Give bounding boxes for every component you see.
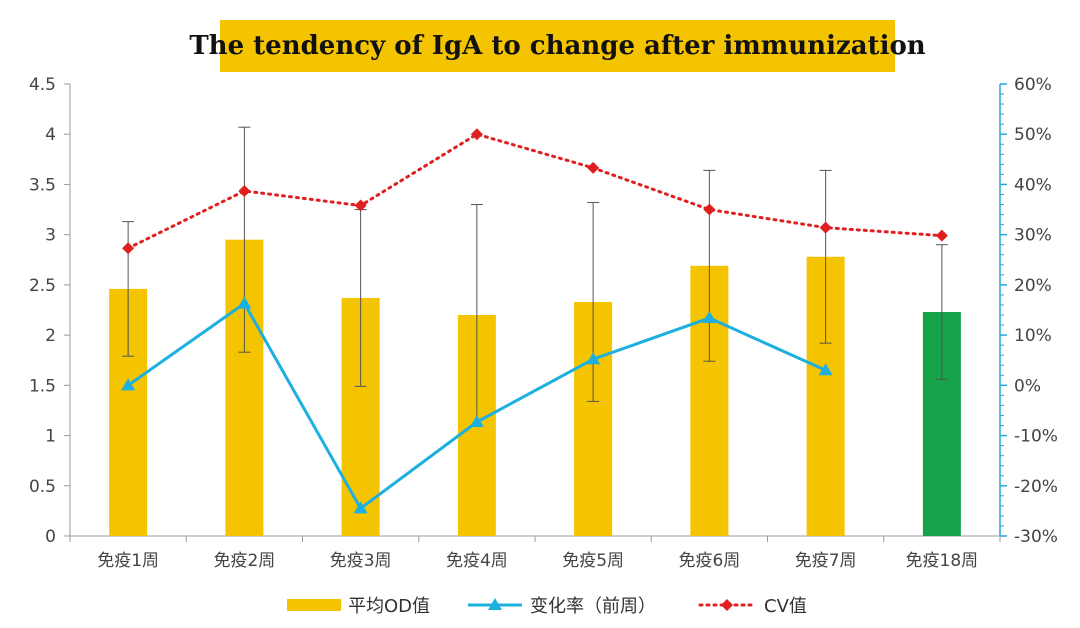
cv-point — [587, 161, 600, 174]
right-axis-tick-label: 0% — [1014, 376, 1041, 396]
right-axis-tick-label: 60% — [1014, 75, 1052, 95]
left-axis-tick-label: 4 — [45, 125, 56, 145]
x-axis-tick-label: 免疫6周 — [678, 551, 740, 571]
cv-point — [470, 128, 483, 141]
left-axis-tick-label: 1 — [45, 427, 56, 447]
right-axis-tick-label: -20% — [1014, 477, 1058, 497]
left-axis-tick-label: 3 — [45, 226, 56, 246]
x-axis-tick-label: 免疫7周 — [795, 551, 857, 571]
left-axis-tick-label: 0.5 — [29, 477, 56, 497]
chart-title-box: The tendency of IgA to change after immu… — [189, 20, 926, 72]
legend-label-cv: CV值 — [764, 596, 807, 617]
x-axis-tick-label: 免疫4周 — [446, 551, 508, 571]
legend: 平均OD值 变化率（前周） CV值 — [287, 596, 807, 617]
left-axis-tick-label: 3.5 — [29, 175, 56, 195]
change-rate-point — [237, 296, 252, 309]
right-axis-tick-label: 30% — [1014, 226, 1052, 246]
legend-label-change-rate: 变化率（前周） — [530, 596, 656, 617]
right-axis-tick-label: -10% — [1014, 427, 1058, 447]
x-axis-tick-label: 免疫3周 — [330, 551, 392, 571]
right-axis-tick-label: 50% — [1014, 125, 1052, 145]
right-axis-tick-label: 10% — [1014, 326, 1052, 346]
x-axis-tick-label: 免疫5周 — [562, 551, 624, 571]
change-rate-point — [586, 352, 601, 365]
cv-point — [354, 199, 367, 212]
legend-marker-change-rate — [488, 598, 502, 610]
cv-point — [122, 242, 135, 255]
left-axis-tick-label: 4.5 — [29, 75, 56, 95]
left-axis-tick-label: 1.5 — [29, 376, 56, 396]
legend-swatch-bar — [287, 599, 341, 611]
x-axis-tick-label: 免疫2周 — [213, 551, 275, 571]
cv-point — [819, 221, 832, 234]
chart-title: The tendency of IgA to change after immu… — [189, 31, 926, 61]
left-axis-tick-label: 0 — [45, 527, 56, 547]
legend-marker-cv — [721, 599, 733, 611]
legend-label-bar: 平均OD值 — [348, 596, 430, 617]
x-axis-tick-label: 免疫1周 — [97, 551, 159, 571]
change-rate-point — [121, 378, 136, 391]
right-axis-tick-label: -30% — [1014, 527, 1058, 547]
change-rate-point — [469, 414, 484, 427]
left-axis-tick-label: 2.5 — [29, 276, 56, 296]
cv-point — [238, 184, 251, 197]
left-axis-tick-label: 2 — [45, 326, 56, 346]
right-axis-tick-label: 40% — [1014, 175, 1052, 195]
change-rate-point — [818, 363, 833, 376]
cv-point — [703, 203, 716, 216]
change-rate-point — [353, 501, 368, 514]
change-rate-point — [702, 311, 717, 324]
x-axis-tick-label: 免疫18周 — [906, 551, 979, 571]
cv-line — [126, 132, 944, 250]
right-axis-tick-label: 20% — [1014, 276, 1052, 296]
cv-point — [935, 229, 948, 242]
